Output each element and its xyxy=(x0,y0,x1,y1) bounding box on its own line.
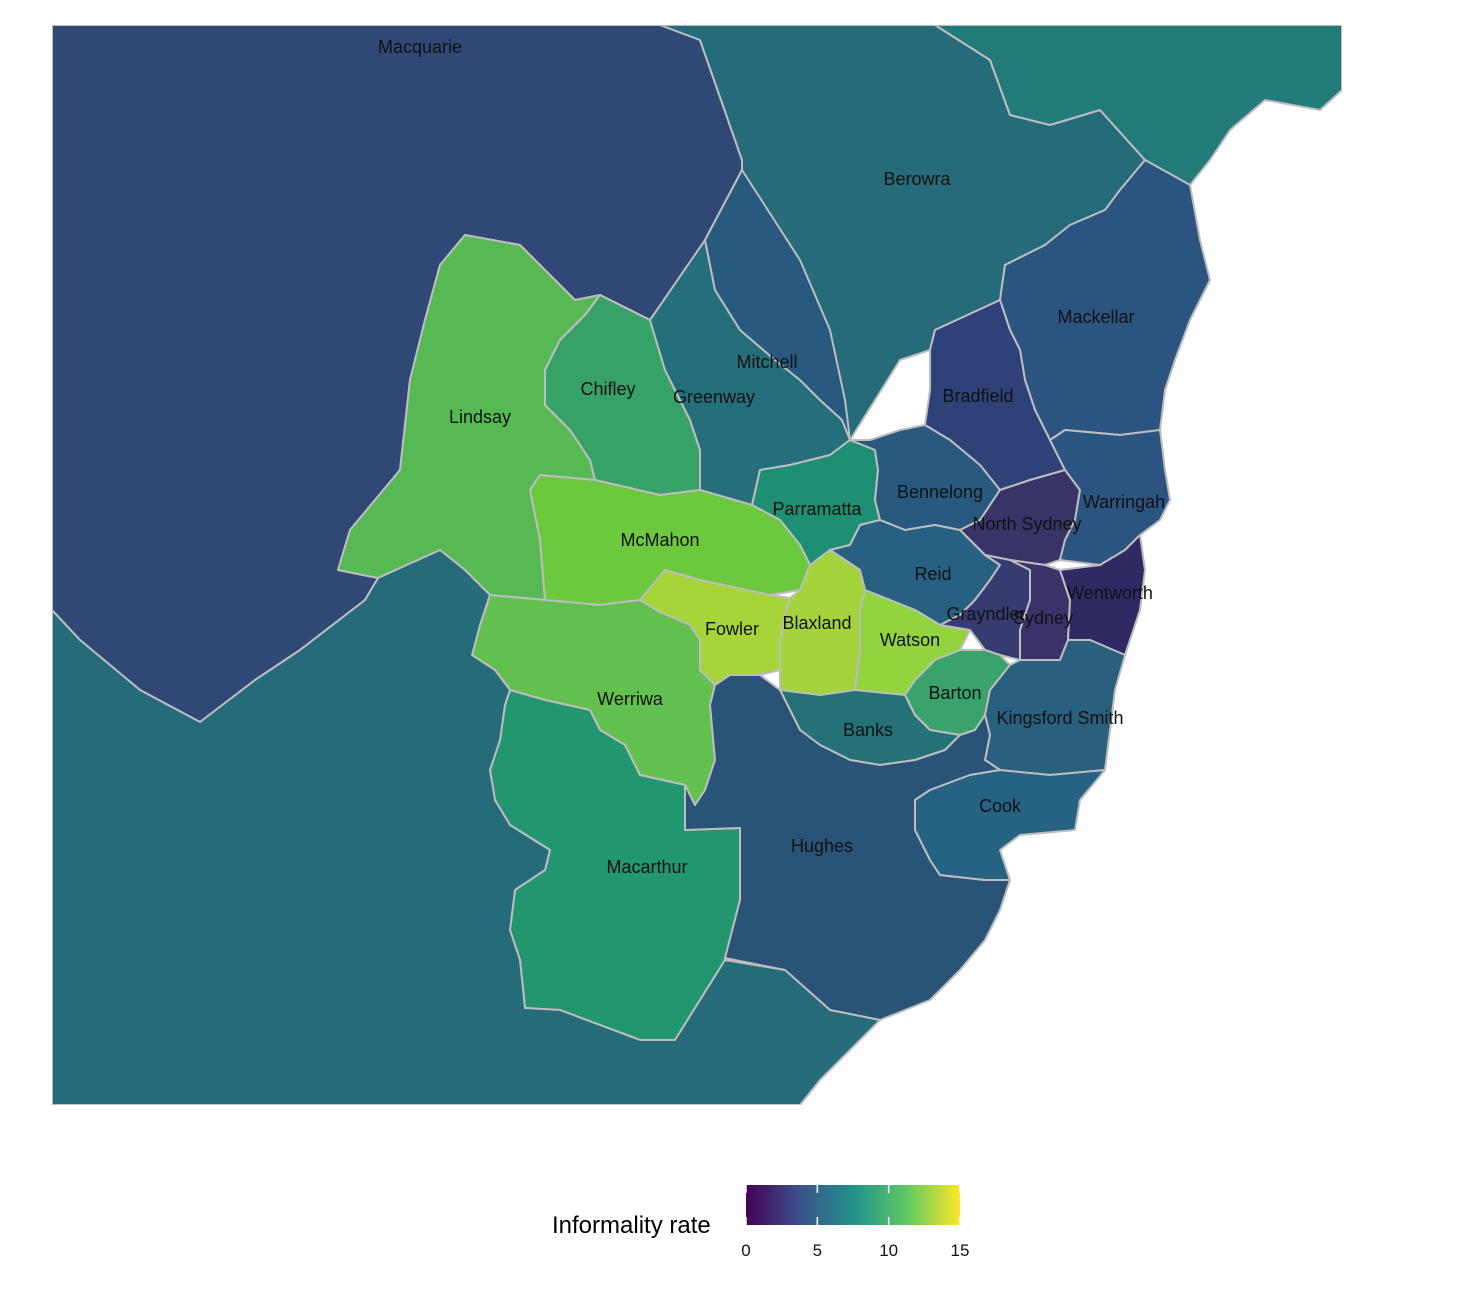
label-cook: Cook xyxy=(979,796,1022,816)
label-mackellar: Mackellar xyxy=(1057,307,1134,327)
legend-tick-label: 10 xyxy=(879,1241,898,1260)
legend-tick-label: 15 xyxy=(951,1241,970,1260)
label-reid: Reid xyxy=(914,564,951,584)
label-bennelong: Bennelong xyxy=(897,482,983,502)
label-fowler: Fowler xyxy=(705,619,759,639)
label-wentworth: Wentworth xyxy=(1067,583,1153,603)
region-mitchell[interactable] xyxy=(704,169,851,441)
label-grayndler: Grayndler xyxy=(946,604,1025,624)
label-parramatta: Parramatta xyxy=(772,499,862,519)
label-banks: Banks xyxy=(843,720,893,740)
label-barton: Barton xyxy=(928,683,981,703)
region-mcmahon[interactable] xyxy=(529,474,811,606)
region-southwest[interactable] xyxy=(52,549,881,1105)
map-panel xyxy=(52,25,1342,1105)
label-north-sydney: North Sydney xyxy=(972,514,1081,534)
label-hughes: Hughes xyxy=(791,836,853,856)
label-macarthur: Macarthur xyxy=(606,857,687,877)
label-werriwa: Werriwa xyxy=(597,689,664,709)
label-mitchell: Mitchell xyxy=(736,352,797,372)
legend: Informality rate 0 5 10 15 xyxy=(552,1185,969,1260)
label-lindsay: Lindsay xyxy=(449,407,511,427)
region-central-coast[interactable] xyxy=(934,25,1342,186)
label-bradfield: Bradfield xyxy=(942,386,1013,406)
legend-title: Informality rate xyxy=(552,1212,711,1239)
label-blaxland: Blaxland xyxy=(782,613,851,633)
region-cook[interactable] xyxy=(914,769,1106,881)
label-watson: Watson xyxy=(880,630,940,650)
region-wentworth[interactable] xyxy=(1059,534,1146,656)
label-warringah: Warringah xyxy=(1083,492,1165,512)
label-mcmahon: McMahon xyxy=(620,530,699,550)
legend-tick-label: 0 xyxy=(741,1241,750,1260)
label-berowra: Berowra xyxy=(883,169,951,189)
legend-ticks: 0 5 10 15 xyxy=(741,1185,969,1260)
label-greenway: Greenway xyxy=(673,387,755,407)
legend-colorbar xyxy=(746,1185,960,1225)
region-labels: Macquarie Berowra Mackellar Bradfield Li… xyxy=(378,37,1165,877)
label-chifley: Chifley xyxy=(580,379,635,399)
label-sydney: Sydney xyxy=(1013,608,1073,628)
legend-tick-label: 5 xyxy=(813,1241,822,1260)
label-kingsford-smith: Kingsford Smith xyxy=(996,708,1123,728)
label-macquarie: Macquarie xyxy=(378,37,462,57)
